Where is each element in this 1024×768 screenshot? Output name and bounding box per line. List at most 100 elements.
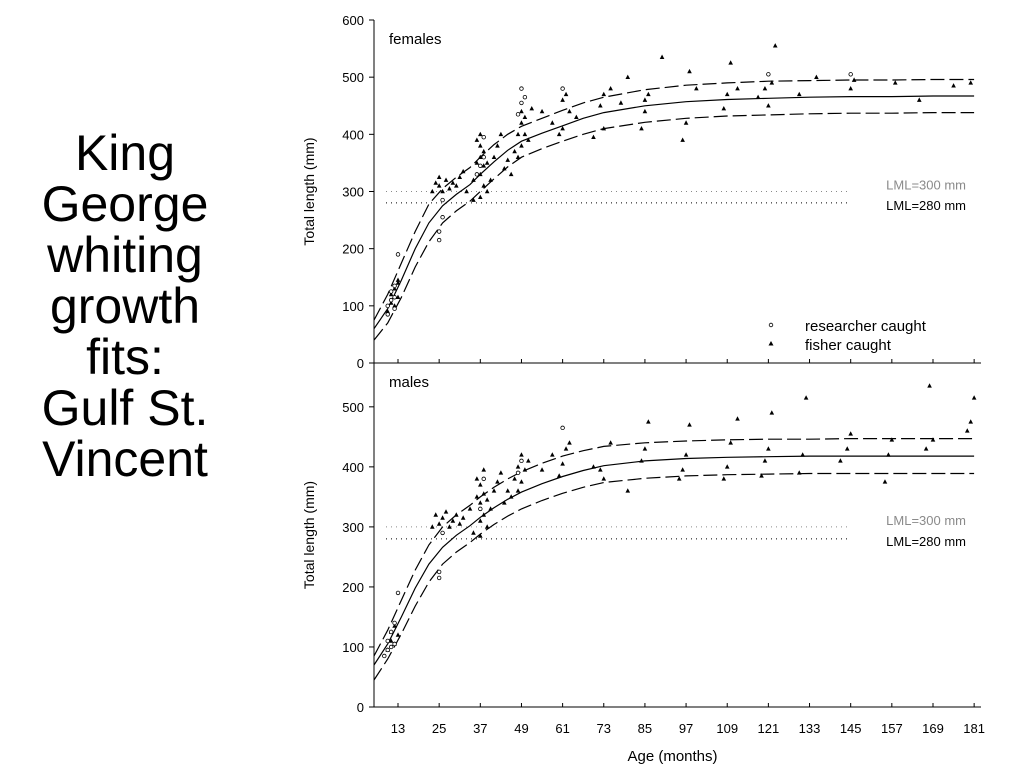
researcher-caught-point <box>481 476 486 482</box>
researcher-caught-point <box>392 620 397 626</box>
fisher-caught-point <box>481 512 487 517</box>
fisher-caught-point <box>436 521 442 526</box>
researcher-caught-point <box>436 229 442 234</box>
researcher-caught-point <box>392 283 397 289</box>
y-tick-label: 300 <box>342 520 364 535</box>
fisher-caught-point <box>683 120 689 125</box>
fisher-caught-point <box>471 177 476 182</box>
researcher-caught-point <box>440 215 445 220</box>
slide-title-line: fits: <box>86 329 164 385</box>
fisher-caught-point <box>762 458 768 463</box>
lml-label: LML=280 mm <box>886 534 966 549</box>
researcher-caught-point <box>519 100 524 106</box>
fisher-caught-point <box>567 440 572 445</box>
fisher-caught-point <box>591 464 596 469</box>
fisher-caught-point <box>498 131 504 137</box>
fisher-caught-point <box>759 473 764 478</box>
fisher-caught-point <box>735 416 740 421</box>
fisher-caught-point <box>474 160 480 165</box>
fitted-curve-mean <box>373 95 975 330</box>
fisher-caught-point <box>478 131 483 137</box>
fisher-caught-point <box>882 479 888 484</box>
fisher-caught-point <box>471 197 476 202</box>
fisher-caught-point <box>769 80 775 85</box>
researcher-caught-point <box>395 252 401 257</box>
fisher-caught-point <box>721 476 727 481</box>
fisher-caught-point <box>560 461 565 466</box>
fisher-caught-point <box>642 97 648 102</box>
fisher-caught-point <box>766 446 771 451</box>
y-tick-label: 500 <box>342 400 364 415</box>
fisher-caught-point <box>927 383 932 388</box>
fisher-caught-point <box>639 126 644 131</box>
fisher-caught-point <box>478 533 483 538</box>
researcher-caught-point <box>436 569 442 575</box>
researcher-caught-point <box>385 303 390 309</box>
fisher-caught-point <box>450 518 456 523</box>
researcher-caught-point <box>392 306 397 311</box>
researcher-caught-point <box>515 112 521 117</box>
fisher-caught-point <box>498 470 504 475</box>
fisher-caught-point <box>608 86 613 91</box>
y-tick-label: 100 <box>342 299 364 314</box>
x-tick-label: 61 <box>555 721 569 736</box>
slide-title-line: Vincent <box>42 431 208 487</box>
fisher-caught-point <box>454 512 459 517</box>
researcher-caught-point <box>385 312 390 317</box>
fisher-caught-point <box>392 623 397 628</box>
y-tick-label: 100 <box>342 640 364 655</box>
fisher-caught-point <box>484 188 490 194</box>
researcher-caught-point <box>385 638 390 644</box>
researcher-caught-point <box>436 575 442 581</box>
fisher-caught-point <box>436 183 442 188</box>
fisher-caught-point <box>659 54 665 59</box>
lml-label: LML=300 mm <box>886 178 966 193</box>
researcher-caught-point <box>481 134 486 140</box>
x-tick-label: 145 <box>840 721 862 736</box>
researcher-caught-point <box>515 470 521 476</box>
researcher-caught-point <box>440 530 445 536</box>
x-tick-label: 73 <box>597 721 611 736</box>
fisher-caught-point <box>848 86 853 91</box>
y-tick-label: 500 <box>342 70 364 85</box>
fisher-caught-point <box>478 518 483 523</box>
x-tick-label: 169 <box>922 721 944 736</box>
fisher-caught-point <box>508 171 514 177</box>
fisher-caught-point <box>687 68 692 74</box>
fisher-caught-point <box>388 638 394 643</box>
fisher-caught-point <box>563 446 569 451</box>
fisher-caught-point <box>567 108 572 114</box>
fisher-caught-point <box>388 291 394 297</box>
fitted-curve-bound <box>373 472 975 681</box>
panel-label: males <box>389 374 429 391</box>
fisher-caught-point <box>724 91 730 97</box>
slide-title-line: growth <box>49 278 201 334</box>
fisher-caught-point <box>556 473 562 478</box>
researcher-caught-point <box>478 163 483 168</box>
fisher-caught-point <box>539 467 545 472</box>
fisher-caught-point <box>433 180 439 185</box>
fisher-caught-point <box>395 294 401 300</box>
fisher-caught-point <box>574 114 579 119</box>
fisher-caught-point <box>838 458 843 463</box>
fisher-caught-point <box>495 143 500 148</box>
panel-males: 0 100 200 300 400 500 Total length (mm) males 13… <box>301 363 985 765</box>
fisher-caught-point <box>457 174 463 180</box>
fisher-caught-point <box>680 467 685 472</box>
fisher-caught-point <box>512 476 517 481</box>
slide-title-line: King <box>74 125 176 181</box>
lml-label: LML=300 mm <box>886 513 966 528</box>
fisher-caught-point <box>560 126 565 131</box>
fisher-caught-point <box>515 488 521 493</box>
fisher-caught-point <box>502 500 507 505</box>
fisher-caught-point <box>460 515 466 520</box>
fisher-caught-point <box>601 476 607 481</box>
fisher-caught-point <box>495 479 500 484</box>
fisher-caught-point <box>478 171 483 177</box>
fisher-caught-point <box>522 467 528 472</box>
fisher-caught-point <box>796 470 802 475</box>
fisher-caught-point <box>395 632 401 637</box>
panel-label: females <box>389 31 442 48</box>
fisher-caught-point <box>526 137 531 142</box>
fisher-caught-point <box>464 188 469 194</box>
